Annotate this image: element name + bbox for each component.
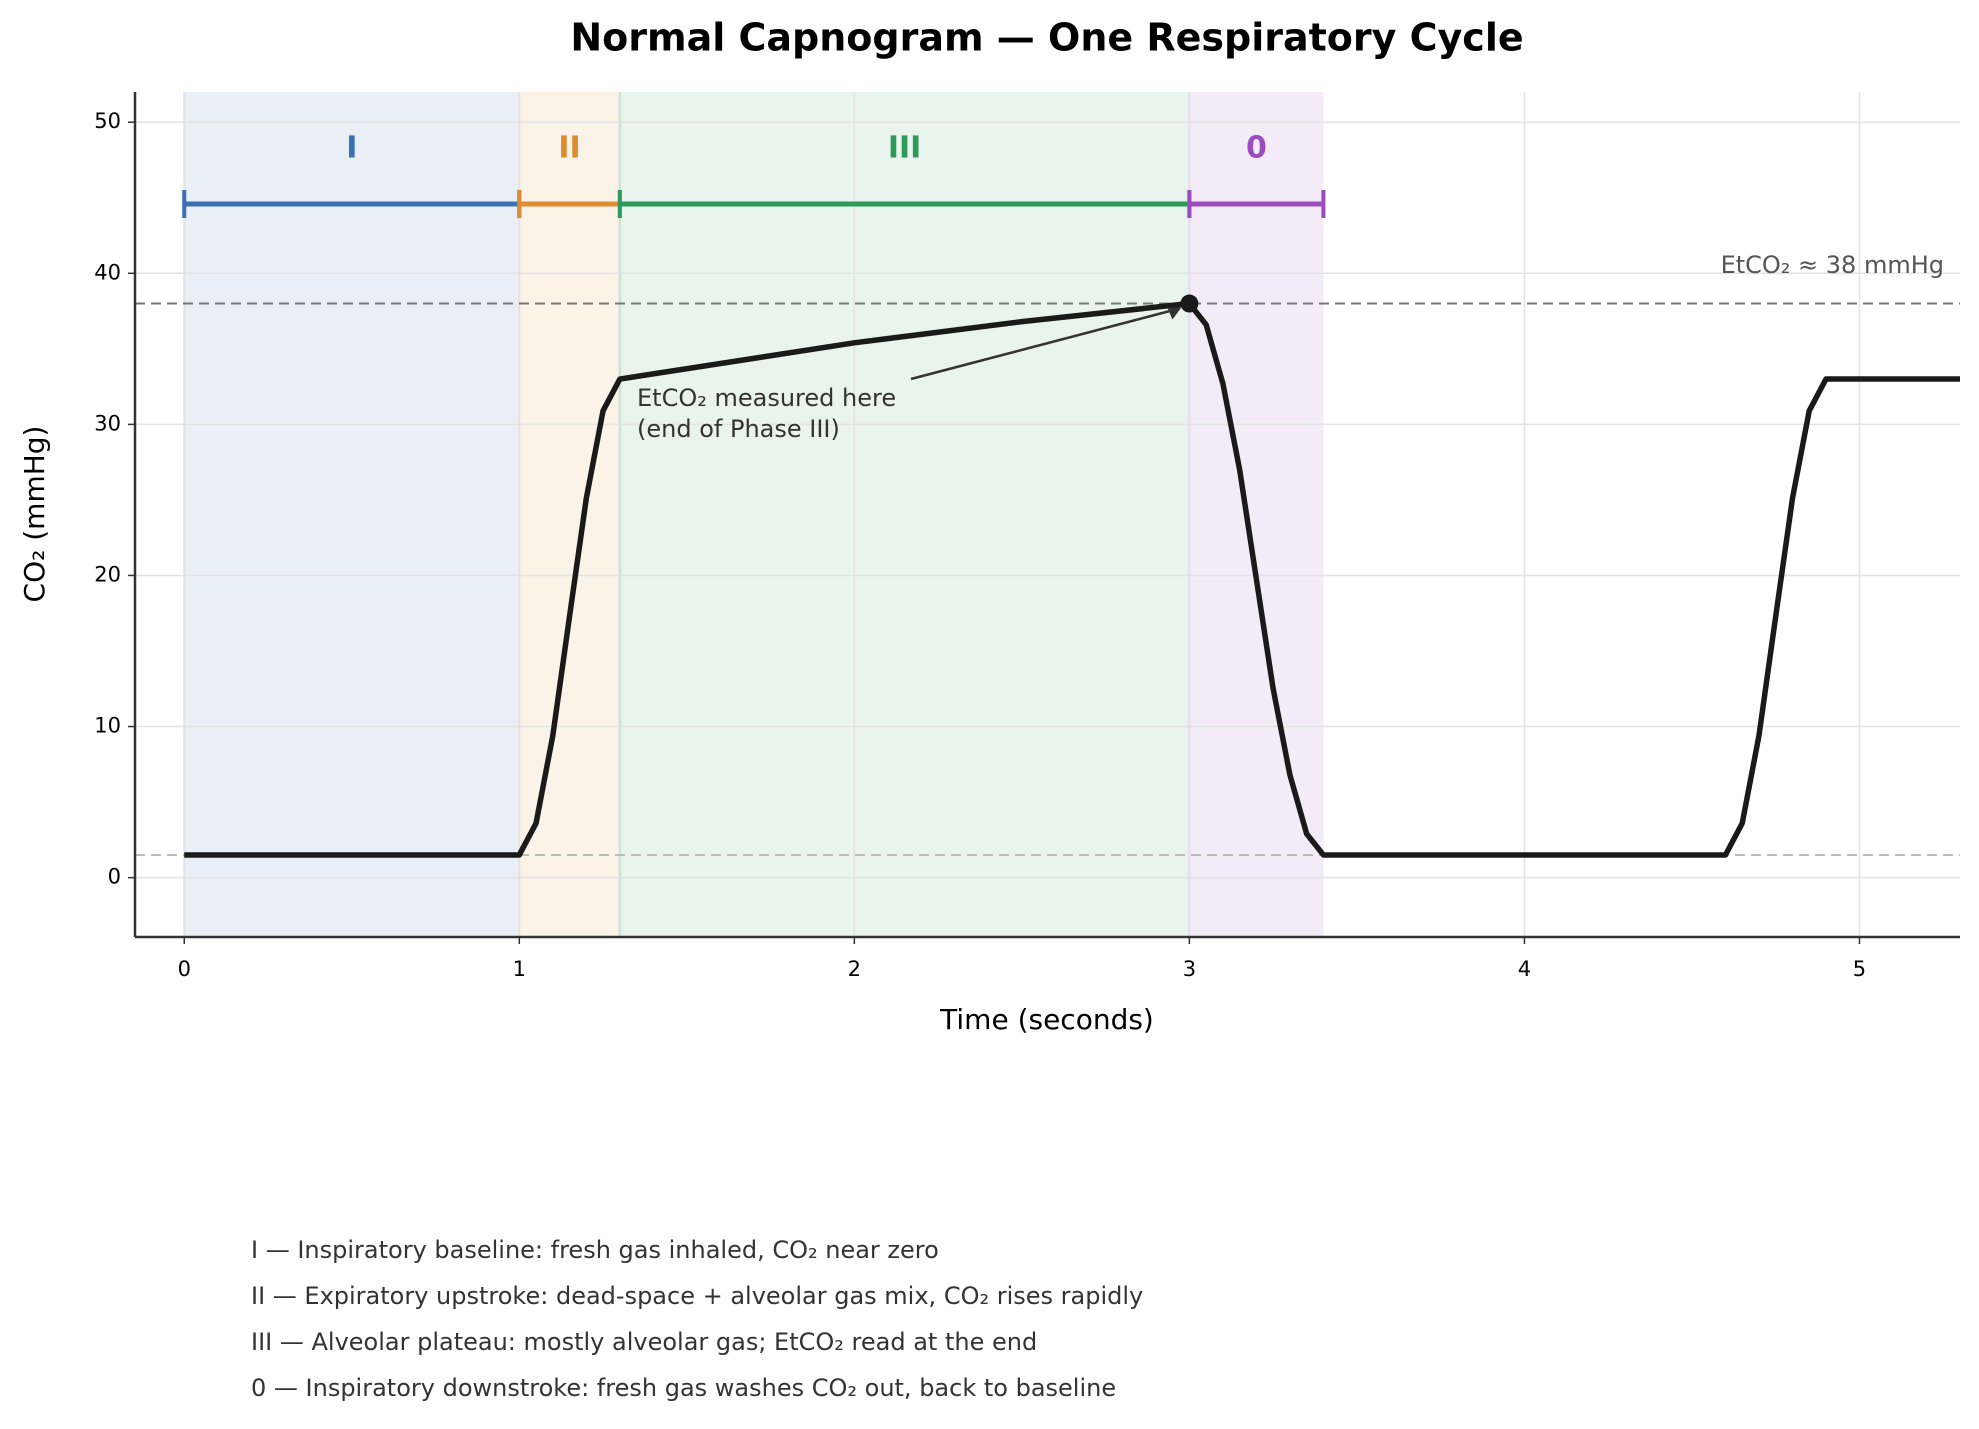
chart-title: Normal Capnogram — One Respiratory Cycle (570, 16, 1523, 60)
phase-label: III (888, 131, 922, 166)
y-tick-label: 20 (94, 562, 121, 586)
y-tick-label: 50 (94, 109, 121, 133)
x-tick-label: 2 (848, 957, 861, 981)
phase-label: II (558, 131, 580, 166)
x-tick-label: 4 (1518, 957, 1531, 981)
phase-band (519, 92, 620, 937)
chart: Normal Capnogram — One Respiratory Cycle… (18, 16, 1960, 1036)
y-axis-label: CO₂ (mmHg) (18, 426, 51, 603)
data-line (184, 300, 1960, 858)
y-tick-label: 0 (108, 865, 121, 889)
phase-band (184, 92, 520, 937)
x-tick-label: 1 (513, 957, 526, 981)
note: III — Alveolar plateau: mostly alveolar … (251, 1328, 1038, 1356)
x-tick-label: 3 (1183, 957, 1196, 981)
phase-band (619, 92, 1190, 937)
etco2-marker (1180, 294, 1199, 313)
note: 0 — Inspiratory downstroke: fresh gas wa… (251, 1374, 1117, 1402)
phase-band (1189, 92, 1324, 937)
annotation-text: EtCO₂ measured here (637, 384, 896, 412)
note: II — Expiratory upstroke: dead-space + a… (251, 1282, 1144, 1310)
y-tick-label: 30 (94, 411, 121, 435)
phase-label: 0 (1246, 131, 1267, 166)
y-tick-label: 10 (94, 714, 121, 738)
annotation-arrow (910, 307, 1180, 381)
annotation-text: (end of Phase III) (637, 415, 840, 443)
note: I — Inspiratory baseline: fresh gas inha… (251, 1236, 939, 1264)
reference-label: EtCO₂ ≈ 38 mmHg (1721, 251, 1944, 279)
x-axis-label: Time (seconds) (939, 1003, 1154, 1036)
x-tick-label: 5 (1853, 957, 1866, 981)
arrow-head (1167, 307, 1182, 320)
x-tick-label: 0 (178, 957, 191, 981)
phase-label: I (346, 131, 357, 166)
y-tick-label: 40 (94, 260, 121, 284)
